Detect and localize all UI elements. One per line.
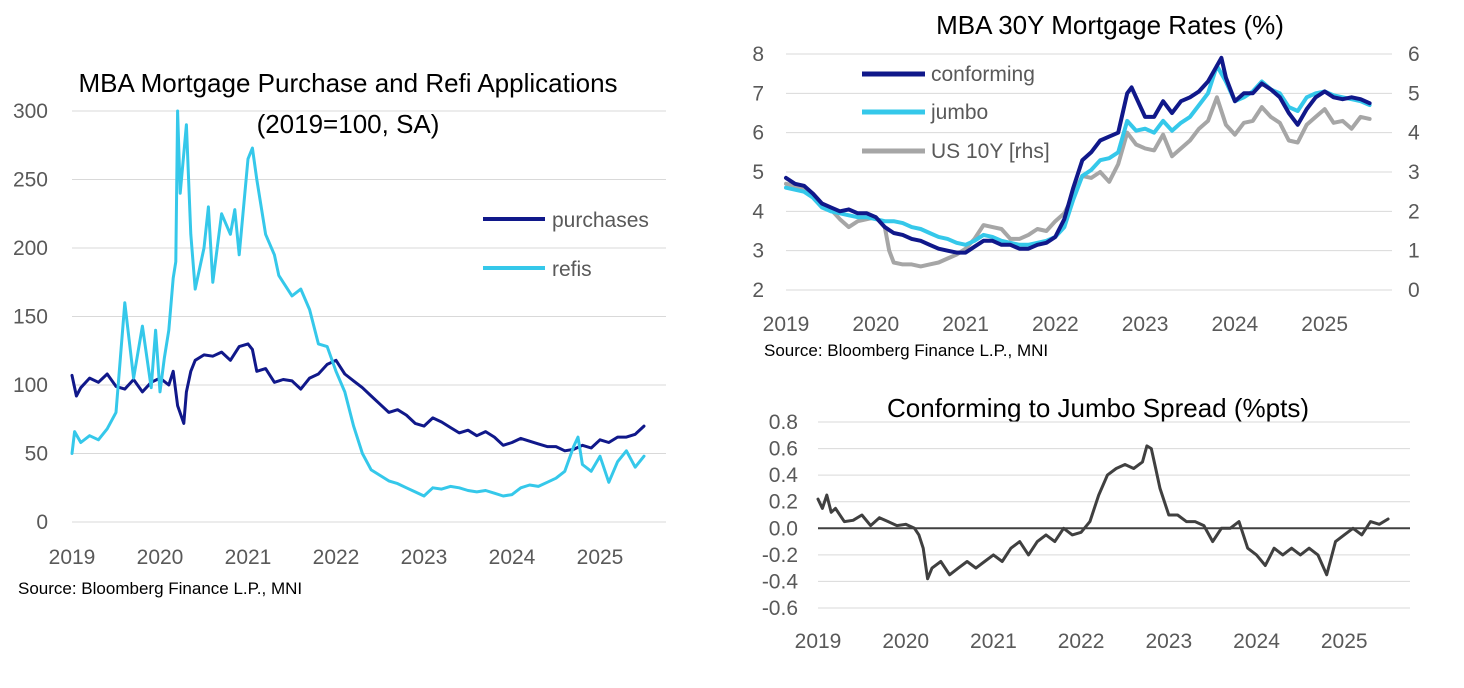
chart1-y-tick: 250 [13, 169, 48, 192]
chart3-y-tick: 0.0 [769, 517, 798, 540]
chart1-title: MBA Mortgage Purchase and Refi Applicati… [78, 68, 617, 98]
chart2-y2-tick: 4 [1408, 122, 1420, 145]
chart1-source: Source: Bloomberg Finance L.P., MNI [18, 579, 302, 598]
chart2-x-tick: 2019 [763, 313, 810, 336]
chart1-x-tick: 2024 [489, 546, 536, 569]
chart2-x-tick: 2025 [1301, 313, 1348, 336]
chart1-y-tick: 200 [13, 237, 48, 260]
chart3-y-tick: 0.6 [769, 438, 798, 461]
chart3-y-tick: 0.8 [769, 411, 798, 434]
chart2-x-tick: 2020 [852, 313, 899, 336]
chart3-y-tick: -0.2 [762, 544, 798, 567]
chart1-y-tick: 150 [13, 306, 48, 329]
chart1-y-tick: 50 [25, 443, 48, 466]
chart3-y-tick: -0.6 [762, 597, 798, 620]
chart2-y2-tick: 1 [1408, 240, 1420, 263]
chart2-y-tick: 2 [752, 279, 764, 302]
series-refis-line [70, 109, 646, 498]
series-purchases-line [70, 342, 646, 453]
chart2-legend: conforming jumbo US 10Y [rhs] [862, 63, 1050, 163]
chart1-x-tick: 2025 [577, 546, 624, 569]
chart3-x-tick: 2025 [1321, 630, 1368, 653]
chart2-y-tick: 7 [752, 82, 764, 105]
chart3-y-tick: 0.4 [769, 464, 799, 487]
chart1-x-tick: 2019 [49, 546, 96, 569]
chart3-x-tick: 2021 [970, 630, 1017, 653]
legend-label-conforming: conforming [931, 63, 1035, 86]
chart1-y-tick: 0 [36, 511, 48, 534]
chart3-title: Conforming to Jumbo Spread (%pts) [887, 393, 1309, 423]
legend-label-jumbo: jumbo [930, 101, 988, 124]
series-conforming-line [784, 55, 1372, 255]
chart2-source: Source: Bloomberg Finance L.P., MNI [764, 341, 1048, 360]
mortgage-rates-chart: MBA 30Y Mortgage Rates (%) 2 3 4 5 6 7 8 0 1 2 3 4… [752, 10, 1420, 360]
chart2-x-tick: 2022 [1032, 313, 1079, 336]
applications-chart: MBA Mortgage Purchase and Refi Applicati… [13, 68, 666, 598]
chart2-y-tick: 4 [752, 200, 764, 223]
chart2-y2-tick: 5 [1408, 82, 1420, 105]
chart2-y2-tick: 6 [1408, 43, 1420, 66]
chart1-x-tick: 2022 [313, 546, 360, 569]
chart3-x-tick: 2020 [882, 630, 929, 653]
legend-label-purchases: purchases [552, 209, 649, 232]
chart3-x-tick: 2023 [1145, 630, 1192, 653]
chart2-x-tick: 2023 [1122, 313, 1169, 336]
chart2-y2-tick: 3 [1408, 161, 1420, 184]
chart3-x-tick: 2019 [795, 630, 842, 653]
spread-chart: Conforming to Jumbo Spread (%pts) 0.8 0.6… [762, 393, 1410, 653]
chart1-subtitle: (2019=100, SA) [257, 109, 440, 139]
chart3-y-tick: 0.2 [769, 491, 798, 514]
chart2-x-tick: 2021 [942, 313, 989, 336]
series-spread-line [816, 444, 1390, 581]
chart1-x-tick: 2023 [401, 546, 448, 569]
chart2-y-tick: 5 [752, 161, 764, 184]
chart1-x-tick: 2020 [137, 546, 184, 569]
chart2-y-tick: 6 [752, 122, 764, 145]
chart3-x-tick: 2024 [1233, 630, 1280, 653]
chart3-x-tick: 2022 [1058, 630, 1105, 653]
chart3-y-tick: -0.4 [762, 570, 799, 593]
chart2-title: MBA 30Y Mortgage Rates (%) [936, 10, 1284, 40]
chart1-x-tick: 2021 [225, 546, 272, 569]
chart2-y2-tick: 0 [1408, 279, 1420, 302]
series-us-10y-rhs-line [784, 95, 1372, 269]
chart2-x-tick: 2024 [1212, 313, 1259, 336]
chart2-y-tick: 3 [752, 240, 764, 263]
chart2-y2-tick: 2 [1408, 200, 1420, 223]
chart1-legend: purchases refis [483, 209, 649, 281]
chart2-y-tick: 8 [752, 43, 764, 66]
chart1-y-tick: 100 [13, 374, 48, 397]
chart1-y-tick: 300 [13, 100, 48, 123]
legend-label-us10y: US 10Y [rhs] [931, 140, 1050, 163]
legend-label-refis: refis [552, 258, 592, 281]
